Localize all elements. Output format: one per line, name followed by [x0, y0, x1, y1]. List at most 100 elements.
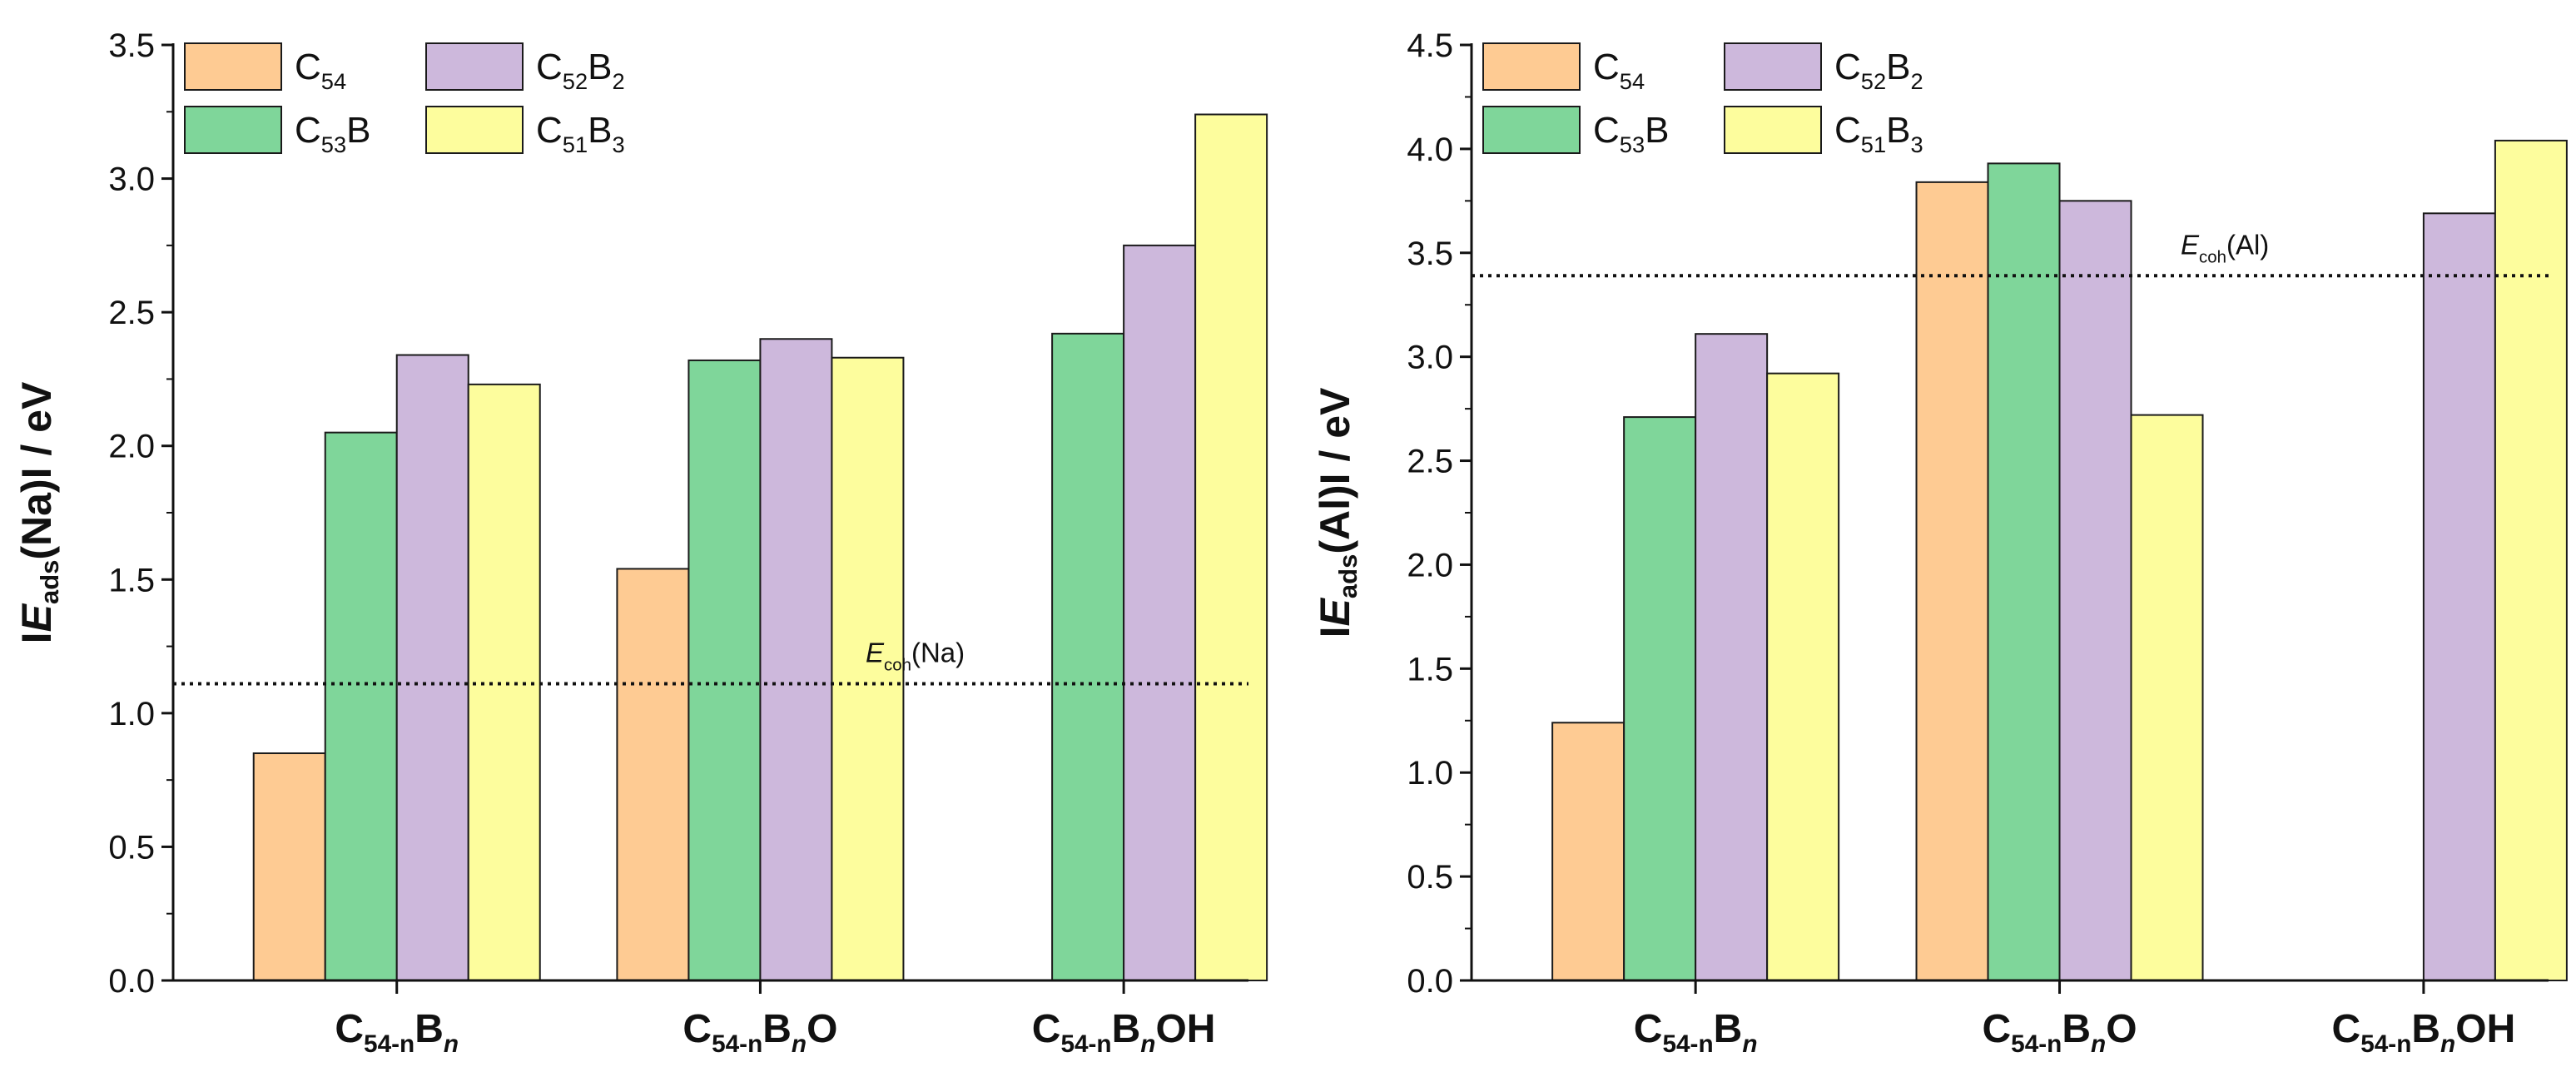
- y-tick-label: 3.5: [1407, 236, 1453, 272]
- x-category-label: C54-nBnO: [682, 1007, 837, 1058]
- ref-label-suffix: (Na): [911, 638, 965, 668]
- cat-sub: 54-n: [1060, 1030, 1111, 1058]
- legend-restsub: 3: [1910, 132, 1923, 157]
- bar-C54-C54-nBnO: [616, 568, 690, 981]
- legend-swatch-C54: [184, 42, 282, 91]
- cat-b: B: [414, 1007, 444, 1051]
- cat-bsub: n: [2440, 1030, 2455, 1058]
- x-category-label: C54-nBnO: [1983, 1007, 2137, 1058]
- ref-label-main: E: [2181, 229, 2200, 260]
- legend-rest: B: [1645, 110, 1669, 151]
- y-tick-label: 2.5: [108, 295, 155, 331]
- legend-restsub: 2: [1910, 68, 1923, 94]
- bar-C54-C54-nBnO: [1915, 181, 1989, 981]
- x-category-label: C54-nBn: [1634, 1007, 1758, 1058]
- legend-base: C: [295, 47, 321, 87]
- legend-label-C54: C54: [1593, 47, 1645, 94]
- bar-C52B2-C54-nBn: [1695, 333, 1769, 981]
- y-tick-label: 3.0: [108, 161, 155, 198]
- legend-sub: 51: [563, 132, 588, 157]
- legend-swatch-C51B3: [1724, 106, 1822, 154]
- legend-swatch-C52B2: [1724, 42, 1822, 91]
- ylabel-sub: ads: [1333, 554, 1362, 598]
- legend-base: C: [1593, 47, 1620, 87]
- legend-label-C53B: C53B: [1593, 110, 1669, 157]
- legend-swatch-C51B3: [425, 106, 524, 154]
- y-tick-label: 3.5: [108, 27, 155, 64]
- bar-C52B2-C54-nBnO: [2058, 200, 2132, 982]
- y-tick-label: 0.5: [1407, 859, 1453, 896]
- cat-b: B: [1714, 1007, 1743, 1051]
- y-tick-label: 4.5: [1407, 27, 1453, 64]
- bar-C53B-C54-nBnOH: [1051, 332, 1125, 981]
- bar-C52B2-C54-nBn: [395, 354, 469, 982]
- bar-C53B-C54-nBn: [324, 431, 398, 981]
- legend-rest: B: [588, 47, 612, 87]
- cat-b: B: [762, 1007, 792, 1051]
- cat-base: C: [335, 1007, 364, 1051]
- ylabel-sub: ads: [35, 560, 64, 604]
- y-tick-label: 1.0: [108, 696, 155, 732]
- bar-C54-C54-nBn: [252, 752, 326, 981]
- legend-base: C: [536, 47, 563, 87]
- bar-C51B3-C54-nBn: [1766, 372, 1840, 982]
- cat-base: C: [1634, 1007, 1663, 1051]
- bar-C53B-C54-nBnO: [1987, 162, 2061, 981]
- bar-C53B-C54-nBnO: [687, 359, 762, 982]
- x-category-label: C54-nBnOH: [2332, 1007, 2516, 1058]
- y-tick-label: 0.0: [108, 963, 155, 1000]
- y-axis-title: IEads(Al)I / eV: [1312, 387, 1362, 638]
- legend-rest: B: [588, 110, 612, 151]
- legend-base: C: [1834, 110, 1861, 151]
- bar-C52B2-C54-nBnOH: [1123, 244, 1197, 982]
- cat-base: C: [1032, 1007, 1061, 1051]
- legend-sub: 54: [321, 68, 346, 94]
- y-tick-label: 3.0: [1407, 340, 1453, 376]
- cat-tail: OH: [1155, 1007, 1215, 1051]
- legend-label-C54: C54: [295, 47, 346, 94]
- y-tick-label: 2.5: [1407, 444, 1453, 480]
- legend-rest: B: [1886, 47, 1910, 87]
- y-axis-title: IEads(Na)I / eV: [13, 381, 64, 643]
- legend-sub: 52: [1861, 68, 1886, 94]
- cat-b: B: [2411, 1007, 2440, 1051]
- legend-sub: 53: [1620, 132, 1645, 157]
- y-tick-label: 1.0: [1407, 755, 1453, 792]
- cat-sub: 54-n: [2360, 1030, 2411, 1058]
- cat-bsub: n: [1742, 1030, 1757, 1058]
- bar-C53B-C54-nBn: [1623, 416, 1697, 981]
- y-tick-label: 1.5: [1407, 651, 1453, 687]
- cat-bsub: n: [2091, 1030, 2106, 1058]
- ylabel-main: E: [13, 603, 60, 632]
- cat-bsub: n: [444, 1030, 459, 1058]
- cat-sub: 54-n: [712, 1030, 762, 1058]
- legend-restsub: 3: [612, 132, 624, 157]
- legend-base: C: [295, 110, 321, 151]
- legend-label-C51B3: C51B3: [536, 110, 625, 157]
- legend-rest: B: [346, 110, 370, 151]
- bar-C51B3-C54-nBnOH: [1194, 113, 1268, 981]
- y-tick-label: 0.5: [108, 829, 155, 866]
- cat-sub: 54-n: [2011, 1030, 2062, 1058]
- reference-line-label: Ecoh(Al): [2181, 229, 2269, 266]
- reference-line-label: Ecoh(Na): [866, 638, 965, 675]
- ylabel-prefix: I: [1312, 626, 1358, 638]
- ylabel-prefix: I: [13, 632, 60, 643]
- cat-sub: 54-n: [364, 1030, 414, 1058]
- cat-bsub: n: [792, 1030, 807, 1058]
- cat-base: C: [2332, 1007, 2361, 1051]
- y-tick-label: 0.0: [1407, 963, 1453, 1000]
- bar-C51B3-C54-nBnOH: [2494, 139, 2568, 982]
- bar-C54-C54-nBn: [1551, 722, 1626, 982]
- ref-label-sub: coh: [884, 656, 911, 675]
- legend-swatch-C52B2: [425, 42, 524, 91]
- bar-C51B3-C54-nBn: [467, 383, 541, 981]
- cat-base: C: [1983, 1007, 2012, 1051]
- ref-label-main: E: [866, 638, 885, 668]
- legend-swatch-C53B: [184, 106, 282, 154]
- cat-bsub: n: [1140, 1030, 1155, 1058]
- legend-rest: B: [1886, 110, 1910, 151]
- legend-sub: 52: [563, 68, 588, 94]
